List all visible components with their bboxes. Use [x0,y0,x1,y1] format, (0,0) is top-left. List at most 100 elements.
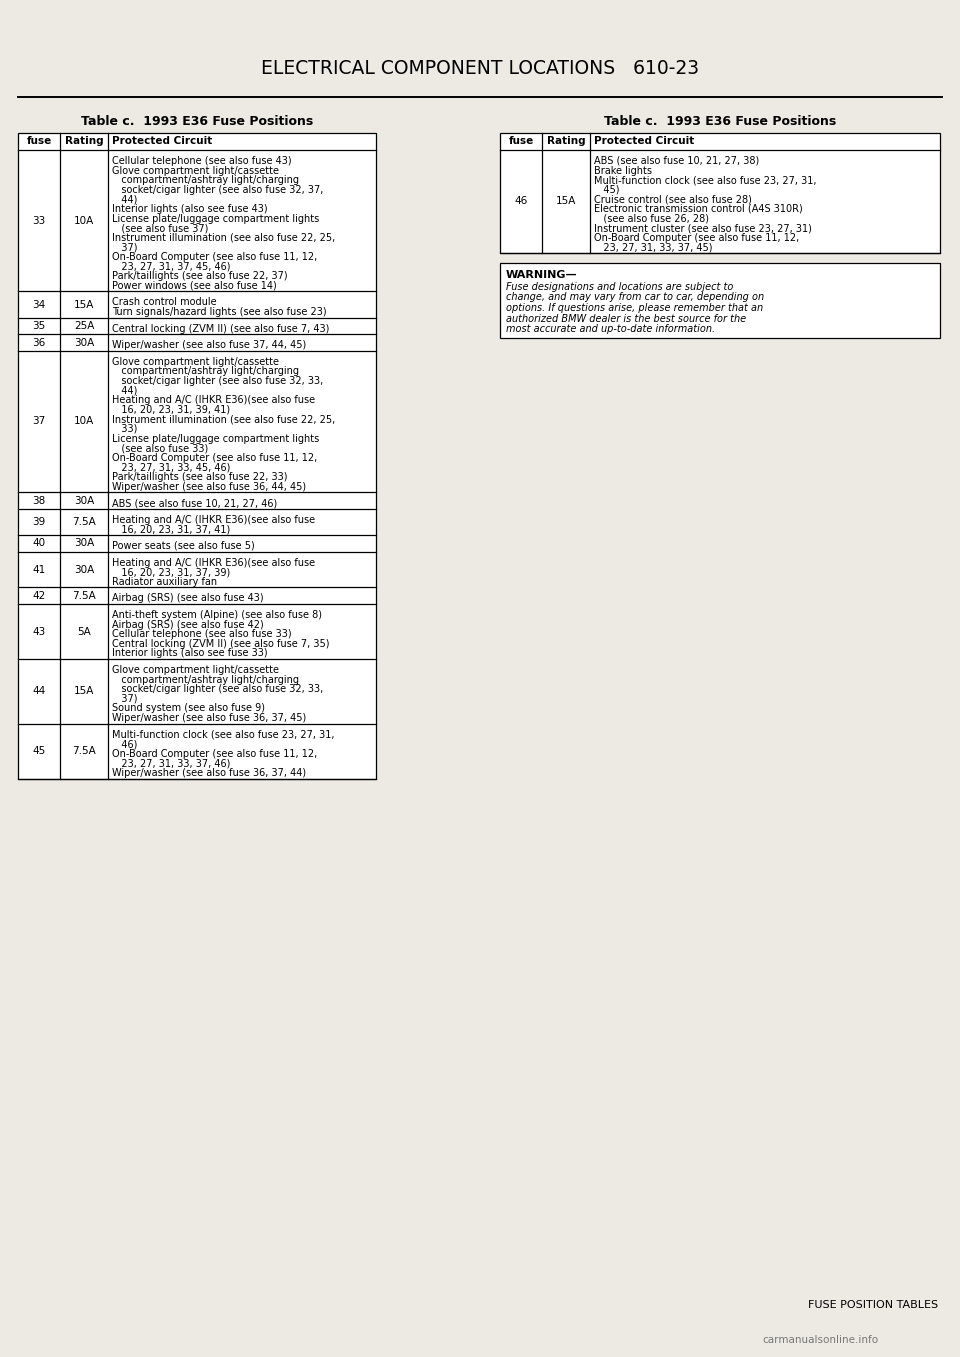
Text: Wiper/washer (see also fuse 37, 44, 45): Wiper/washer (see also fuse 37, 44, 45) [112,341,306,350]
Text: socket/cigar lighter (see also fuse 32, 37,: socket/cigar lighter (see also fuse 32, … [112,185,324,195]
Text: 10A: 10A [74,216,94,225]
Text: ABS (see also fuse 10, 21, 27, 38): ABS (see also fuse 10, 21, 27, 38) [594,156,759,166]
Text: compartment/ashtray light/charging: compartment/ashtray light/charging [112,366,299,376]
Text: 7.5A: 7.5A [72,590,96,601]
Text: 37: 37 [33,417,46,426]
Text: options. If questions arise, please remember that an: options. If questions arise, please reme… [506,303,763,313]
Text: Instrument illumination (see also fuse 22, 25,: Instrument illumination (see also fuse 2… [112,233,335,243]
Text: 35: 35 [33,320,46,331]
Text: Central locking (ZVM II) (see also fuse 7, 35): Central locking (ZVM II) (see also fuse … [112,639,329,649]
Text: (see also fuse 37): (see also fuse 37) [112,223,208,233]
Text: 39: 39 [33,517,46,527]
Text: 33): 33) [112,423,137,434]
Text: 41: 41 [33,565,46,574]
Text: Radiator auxiliary fan: Radiator auxiliary fan [112,577,217,586]
Text: Protected Circuit: Protected Circuit [594,137,694,147]
Text: Wiper/washer (see also fuse 36, 37, 44): Wiper/washer (see also fuse 36, 37, 44) [112,768,306,778]
Text: most accurate and up-to-date information.: most accurate and up-to-date information… [506,324,715,334]
Bar [500,263,940,338]
Text: FUSE POSITION TABLES: FUSE POSITION TABLES [808,1300,938,1310]
Text: carmanualsonline.info: carmanualsonline.info [762,1335,878,1345]
Text: fuse: fuse [509,137,534,147]
Text: ABS (see also fuse 10, 21, 27, 46): ABS (see also fuse 10, 21, 27, 46) [112,498,277,508]
Text: Wiper/washer (see also fuse 36, 44, 45): Wiper/washer (see also fuse 36, 44, 45) [112,482,306,491]
Text: 16, 20, 23, 31, 37, 39): 16, 20, 23, 31, 37, 39) [112,567,230,577]
Text: Glove compartment light/cassette: Glove compartment light/cassette [112,357,279,366]
Text: Park/taillights (see also fuse 22, 33): Park/taillights (see also fuse 22, 33) [112,472,287,482]
Text: ELECTRICAL COMPONENT LOCATIONS   610-23: ELECTRICAL COMPONENT LOCATIONS 610-23 [261,58,699,77]
Text: 40: 40 [33,539,45,548]
Text: Airbag (SRS) (see also fuse 42): Airbag (SRS) (see also fuse 42) [112,620,264,630]
Text: 30A: 30A [74,338,94,347]
Text: 25A: 25A [74,320,94,331]
Text: Multi-function clock (see also fuse 23, 27, 31,: Multi-function clock (see also fuse 23, … [594,175,817,185]
Text: Glove compartment light/cassette: Glove compartment light/cassette [112,166,279,175]
Text: 38: 38 [33,495,46,506]
Text: (see also fuse 26, 28): (see also fuse 26, 28) [594,213,709,224]
Text: 43: 43 [33,627,46,636]
Text: Heating and A/C (IHKR E36)(see also fuse: Heating and A/C (IHKR E36)(see also fuse [112,395,315,406]
Text: Wiper/washer (see also fuse 36, 37, 45): Wiper/washer (see also fuse 36, 37, 45) [112,712,306,723]
Text: 34: 34 [33,300,46,309]
Text: Glove compartment light/cassette: Glove compartment light/cassette [112,665,279,674]
Text: 7.5A: 7.5A [72,517,96,527]
Text: Anti-theft system (Alpine) (see also fuse 8): Anti-theft system (Alpine) (see also fus… [112,611,322,620]
Text: 45: 45 [33,746,46,756]
Text: On-Board Computer (see also fuse 11, 12,: On-Board Computer (see also fuse 11, 12, [594,233,800,243]
Text: 23, 27, 31, 33, 37, 45): 23, 27, 31, 33, 37, 45) [594,243,712,252]
Text: Multi-function clock (see also fuse 23, 27, 31,: Multi-function clock (see also fuse 23, … [112,730,334,740]
Text: Fuse designations and locations are subject to: Fuse designations and locations are subj… [506,282,733,292]
Text: Protected Circuit: Protected Circuit [112,137,212,147]
Text: 15A: 15A [556,197,576,206]
Text: socket/cigar lighter (see also fuse 32, 33,: socket/cigar lighter (see also fuse 32, … [112,684,324,695]
Text: License plate/luggage compartment lights: License plate/luggage compartment lights [112,213,320,224]
Text: socket/cigar lighter (see also fuse 32, 33,: socket/cigar lighter (see also fuse 32, … [112,376,324,385]
Text: Brake lights: Brake lights [594,166,652,175]
Text: Cellular telephone (see also fuse 33): Cellular telephone (see also fuse 33) [112,630,292,639]
Bar [18,133,376,779]
Text: 45): 45) [594,185,619,195]
Text: On-Board Computer (see also fuse 11, 12,: On-Board Computer (see also fuse 11, 12, [112,749,317,759]
Text: 37): 37) [112,243,137,252]
Text: 23, 27, 31, 33, 37, 46): 23, 27, 31, 33, 37, 46) [112,759,230,768]
Text: Rating: Rating [546,137,586,147]
Text: Central locking (ZVM II) (see also fuse 7, 43): Central locking (ZVM II) (see also fuse … [112,323,329,334]
Bar [500,133,940,252]
Text: (see also fuse 33): (see also fuse 33) [112,444,208,453]
Text: 7.5A: 7.5A [72,746,96,756]
Text: Power seats (see also fuse 5): Power seats (see also fuse 5) [112,541,254,551]
Text: 44): 44) [112,194,137,205]
Text: Sound system (see also fuse 9): Sound system (see also fuse 9) [112,703,265,714]
Text: 5A: 5A [77,627,91,636]
Text: compartment/ashtray light/charging: compartment/ashtray light/charging [112,175,299,185]
Text: 44: 44 [33,687,46,696]
Text: 16, 20, 23, 31, 39, 41): 16, 20, 23, 31, 39, 41) [112,404,230,415]
Text: change, and may vary from car to car, depending on: change, and may vary from car to car, de… [506,293,764,303]
Text: compartment/ashtray light/charging: compartment/ashtray light/charging [112,674,299,684]
Text: Crash control module: Crash control module [112,297,217,308]
Text: Airbag (SRS) (see also fuse 43): Airbag (SRS) (see also fuse 43) [112,593,264,604]
Text: fuse: fuse [26,137,52,147]
Text: 30A: 30A [74,565,94,574]
Text: Cruise control (see also fuse 28): Cruise control (see also fuse 28) [594,194,752,205]
Text: Interior lights (also see fuse 33): Interior lights (also see fuse 33) [112,649,268,658]
Text: On-Board Computer (see also fuse 11, 12,: On-Board Computer (see also fuse 11, 12, [112,252,317,262]
Text: 42: 42 [33,590,46,601]
Text: 16, 20, 23, 31, 37, 41): 16, 20, 23, 31, 37, 41) [112,524,230,535]
Text: Electronic transmission control (A4S 310R): Electronic transmission control (A4S 310… [594,204,803,214]
Text: WARNING—: WARNING— [506,270,578,280]
Text: Table c.  1993 E36 Fuse Positions: Table c. 1993 E36 Fuse Positions [604,115,836,128]
Text: 37): 37) [112,693,137,704]
Text: Heating and A/C (IHKR E36)(see also fuse: Heating and A/C (IHKR E36)(see also fuse [112,558,315,567]
Text: On-Board Computer (see also fuse 11, 12,: On-Board Computer (see also fuse 11, 12, [112,453,317,463]
Text: 30A: 30A [74,495,94,506]
Text: 10A: 10A [74,417,94,426]
Text: Power windows (see also fuse 14): Power windows (see also fuse 14) [112,281,276,290]
Text: Heating and A/C (IHKR E36)(see also fuse: Heating and A/C (IHKR E36)(see also fuse [112,514,315,525]
Text: 46: 46 [515,197,528,206]
Text: 30A: 30A [74,539,94,548]
Text: 44): 44) [112,385,137,396]
Text: 15A: 15A [74,687,94,696]
Text: Instrument illumination (see also fuse 22, 25,: Instrument illumination (see also fuse 2… [112,414,335,425]
Text: Turn signals/hazard lights (see also fuse 23): Turn signals/hazard lights (see also fus… [112,307,326,318]
